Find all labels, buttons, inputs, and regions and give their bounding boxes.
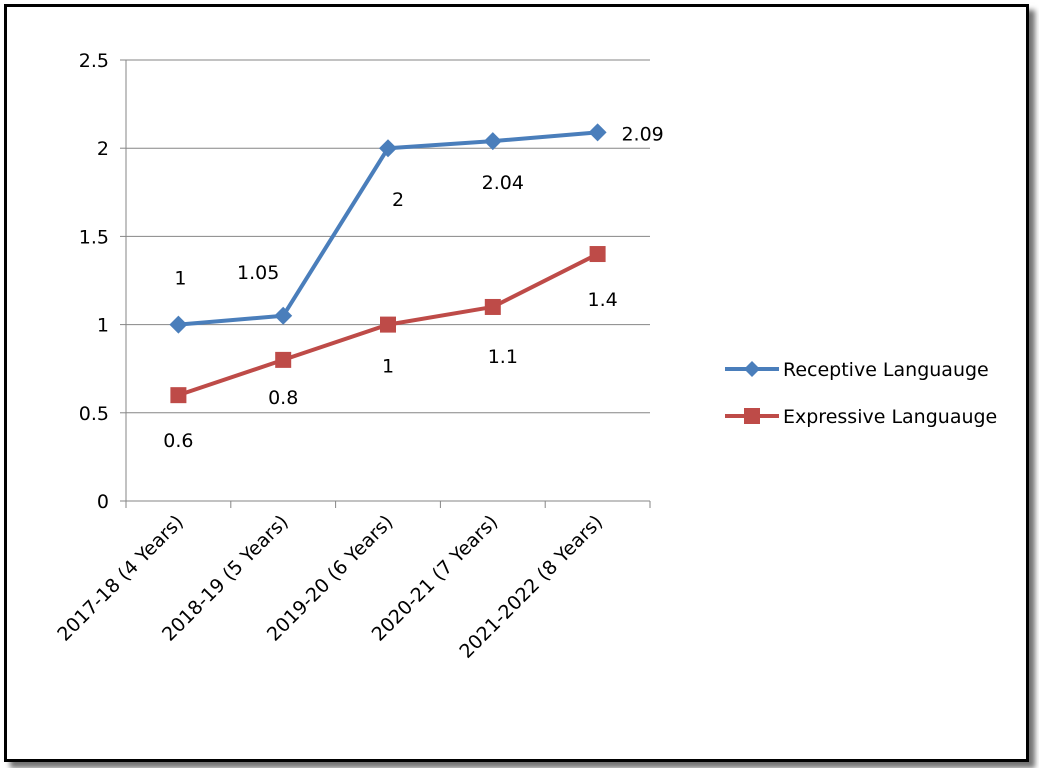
data-point <box>484 298 501 315</box>
legend-marker <box>744 361 760 377</box>
data-label: 2 <box>392 189 404 211</box>
data-point <box>589 246 606 263</box>
data-label: 1.1 <box>488 346 518 368</box>
legend: Receptive Languauge Expressive Languauge <box>725 359 997 428</box>
gridlines <box>126 59 650 414</box>
legend-label: Receptive Languauge <box>783 359 989 381</box>
data-point <box>169 315 188 334</box>
data-labels: 1 1.05 2 2.04 2.09 0.6 0.8 1 1.1 1.4 <box>163 123 663 452</box>
data-label: 2.04 <box>482 172 524 194</box>
data-label: 0.6 <box>163 430 193 452</box>
data-point <box>379 139 397 158</box>
y-tick-label: 2.5 <box>79 50 109 72</box>
data-point <box>274 306 293 325</box>
data-label: 1 <box>382 356 394 378</box>
data-point <box>588 123 607 142</box>
data-label: 1 <box>174 268 186 290</box>
y-tick-label: 1 <box>97 315 109 337</box>
data-point <box>380 316 396 333</box>
data-label: 0.8 <box>268 387 298 409</box>
legend-label: Expressive Languauge <box>783 406 997 428</box>
series <box>169 123 607 404</box>
data-label: 1.4 <box>587 289 617 311</box>
data-point <box>483 132 502 151</box>
y-tick-label: 2 <box>97 138 109 160</box>
data-label: 2.09 <box>621 123 663 145</box>
data-point <box>170 387 187 404</box>
data-label: 1.05 <box>237 262 279 284</box>
y-tick-label: 1.5 <box>79 226 109 248</box>
data-point <box>275 351 292 368</box>
chart-frame: 0 0.5 1 1.5 2 2.5 2017-18 (4 Years) 2018-19 (5 … <box>4 4 1029 762</box>
series-line-receptive <box>178 130 598 327</box>
y-tick-label: 0 <box>97 491 109 513</box>
y-tick-label: 0.5 <box>79 403 109 425</box>
legend-marker <box>744 408 760 424</box>
